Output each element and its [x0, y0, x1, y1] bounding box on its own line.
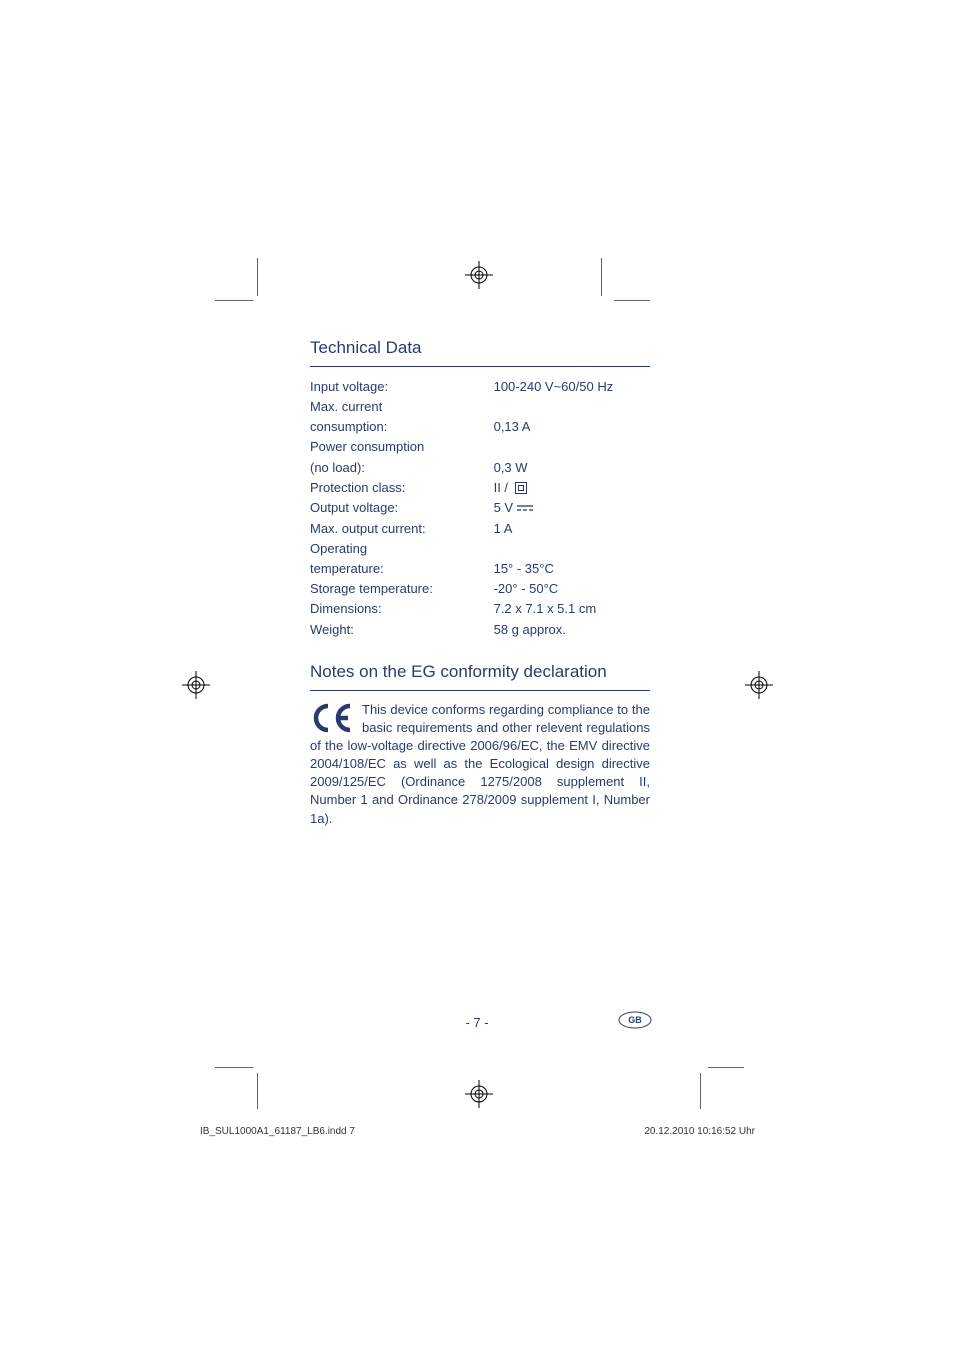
spec-label: Max. current [310, 397, 494, 417]
ce-body-text: This device conforms regarding complianc… [310, 701, 650, 828]
crop-mark [700, 1073, 701, 1109]
table-row: Weight:58 g approx. [310, 620, 650, 640]
spec-value: -20° - 50°C [494, 579, 650, 599]
spec-label: Protection class: [310, 478, 494, 498]
table-row: Power consumption [310, 437, 650, 457]
region-badge: GB [618, 1011, 652, 1034]
class2-icon [515, 482, 527, 494]
print-footer: IB_SUL1000A1_61187_LB6.indd 7 20.12.2010… [200, 1126, 755, 1137]
table-row: Operating [310, 539, 650, 559]
spec-value: 5 V [494, 498, 650, 519]
spec-label: Power consumption [310, 437, 494, 457]
spec-value: 0,13 A [494, 417, 650, 437]
ce-block: This device conforms regarding complianc… [310, 701, 650, 828]
registration-mark-icon [465, 261, 493, 289]
table-row: Protection class:II / [310, 478, 650, 498]
eg-conformity-heading: Notes on the EG conformity declaration [310, 660, 650, 691]
spec-label: Output voltage: [310, 498, 494, 519]
spec-label: temperature: [310, 559, 494, 579]
table-row: Dimensions:7.2 x 7.1 x 5.1 cm [310, 599, 650, 619]
spec-label: Storage temperature: [310, 579, 494, 599]
technical-data-heading: Technical Data [310, 336, 650, 367]
crop-mark [614, 300, 650, 301]
table-row: (no load):0,3 W [310, 458, 650, 478]
spec-value: 58 g approx. [494, 620, 650, 640]
table-row: Input voltage:100-240 V~60/50 Hz [310, 377, 650, 397]
crop-mark [708, 1067, 744, 1068]
page-number: - 7 - [465, 1015, 488, 1030]
crop-mark [257, 1073, 258, 1109]
registration-mark-icon [182, 671, 210, 699]
spec-label: Dimensions: [310, 599, 494, 619]
spec-label: (no load): [310, 458, 494, 478]
table-row: Max. output current:1 A [310, 519, 650, 539]
region-badge-text: GB [628, 1015, 642, 1025]
table-row: Max. current [310, 397, 650, 417]
crop-mark [601, 258, 602, 296]
spec-label: Max. output current: [310, 519, 494, 539]
registration-mark-icon [465, 1080, 493, 1108]
registration-mark-icon [745, 671, 773, 699]
spec-value: 15° - 35°C [494, 559, 650, 579]
crop-mark [215, 300, 253, 301]
ce-mark-icon [310, 703, 354, 733]
table-row: temperature:15° - 35°C [310, 559, 650, 579]
spec-value: 100-240 V~60/50 Hz [494, 377, 650, 397]
spec-label: consumption: [310, 417, 494, 437]
print-filename: IB_SUL1000A1_61187_LB6.indd 7 [200, 1126, 355, 1137]
dc-icon [516, 499, 534, 517]
spec-value: 7.2 x 7.1 x 5.1 cm [494, 599, 650, 619]
table-row: Storage temperature:-20° - 50°C [310, 579, 650, 599]
spec-value: 1 A [494, 519, 650, 539]
spec-label: Operating [310, 539, 494, 559]
spec-label: Input voltage: [310, 377, 494, 397]
crop-mark [257, 258, 258, 296]
spec-label: Weight: [310, 620, 494, 640]
table-row: consumption:0,13 A [310, 417, 650, 437]
table-row: Output voltage:5 V [310, 498, 650, 519]
page-content: Technical Data Input voltage:100-240 V~6… [310, 336, 650, 828]
print-timestamp: 20.12.2010 10:16:52 Uhr [644, 1126, 755, 1137]
spec-table: Input voltage:100-240 V~60/50 Hz Max. cu… [310, 377, 650, 640]
spec-value: II / [494, 478, 650, 498]
crop-mark [215, 1067, 253, 1068]
spec-value: 0,3 W [494, 458, 650, 478]
